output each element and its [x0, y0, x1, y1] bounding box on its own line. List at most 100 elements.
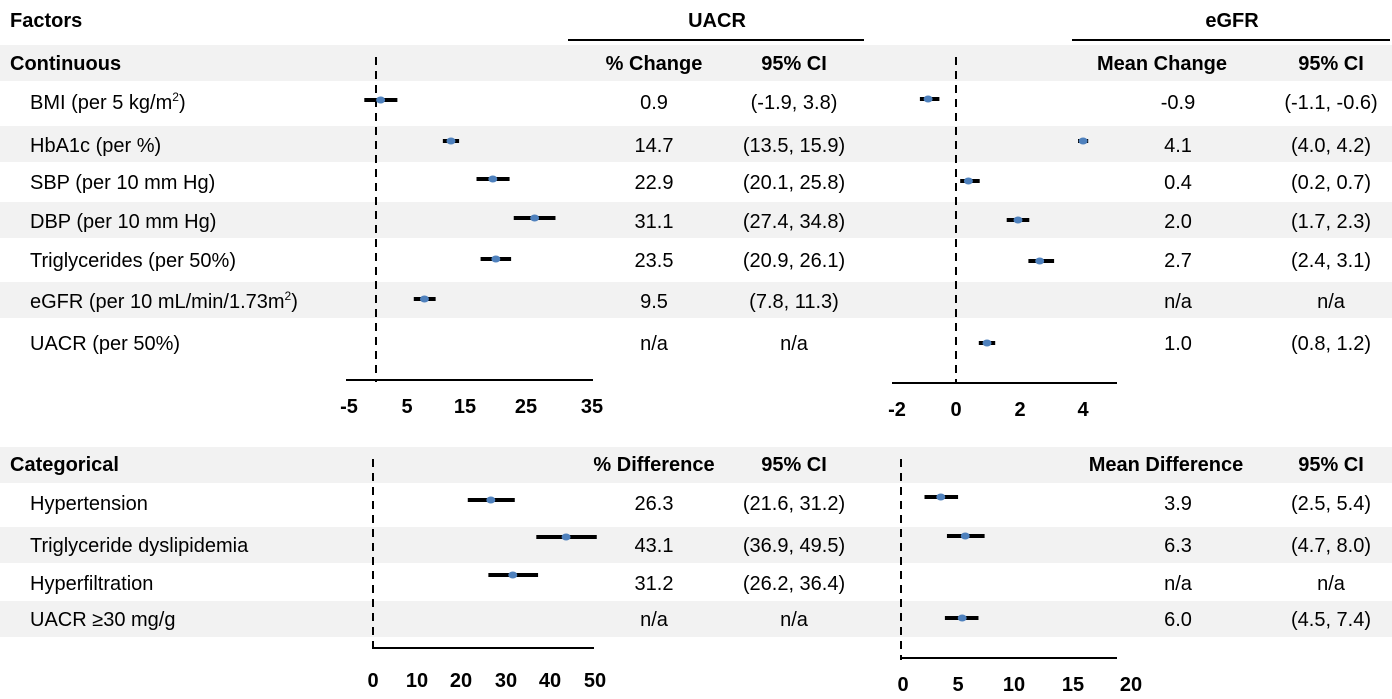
point-estimate	[923, 95, 933, 103]
egfr-estimate: 0.4	[1164, 172, 1192, 194]
point-estimate	[491, 255, 501, 263]
egfr-header: eGFR	[1205, 10, 1259, 32]
point-estimate	[1035, 257, 1045, 265]
factor-label: BMI (per 5 kg/m2)	[30, 90, 186, 114]
uacr-ci: n/a	[780, 333, 808, 355]
egfr-estimate: -0.9	[1160, 92, 1196, 114]
egfr-estimate: n/a	[1164, 573, 1192, 595]
egfr-ci: n/a	[1317, 291, 1345, 313]
point-estimate	[1013, 216, 1023, 224]
factor-label: UACR (per 50%)	[30, 333, 181, 355]
uacr-estimate: 23.5	[634, 250, 674, 272]
tick-label: 15	[1062, 674, 1084, 696]
egfr-ci: n/a	[1317, 573, 1345, 595]
uacr-estimate-col-header: % Change	[605, 53, 703, 75]
factor-label: HbA1c (per %)	[30, 135, 162, 157]
factor-label: eGFR (per 10 mL/min/1.73m2)	[30, 289, 298, 313]
egfr-estimate-col-header: Mean Change	[1096, 53, 1228, 75]
point-estimate	[1078, 137, 1088, 145]
point-estimate	[561, 533, 571, 541]
point-estimate	[488, 175, 498, 183]
egfr-difference-col-header: Mean Difference	[1088, 454, 1244, 476]
uacr-difference-col-header: % Difference	[593, 454, 715, 476]
tick-label: 5	[401, 396, 412, 418]
uacr-ci-col-header: 95% CI	[761, 454, 827, 476]
tick-label: 10	[1003, 674, 1025, 696]
uacr-ci: (36.9, 49.5)	[742, 535, 846, 557]
egfr-ci: (4.0, 4.2)	[1290, 135, 1372, 157]
point-estimate	[960, 532, 970, 540]
egfr-estimate: 2.0	[1164, 211, 1192, 233]
tick-label: 35	[581, 396, 603, 418]
point-estimate	[419, 295, 429, 303]
row-band	[0, 601, 1392, 637]
uacr-estimate: 31.1	[634, 211, 674, 233]
tick-label: -5	[340, 396, 358, 418]
continuous-section-label: Continuous	[10, 53, 122, 75]
point-estimate	[530, 214, 540, 222]
tick-label: 40	[539, 670, 561, 692]
point-estimate	[936, 493, 946, 501]
factor-label: Triglyceride dyslipidemia	[30, 535, 249, 557]
tick-label: 2	[1014, 399, 1025, 421]
egfr-ci: (0.8, 1.2)	[1290, 333, 1372, 355]
egfr-ci: (4.5, 7.4)	[1290, 609, 1372, 631]
tick-label: 5	[952, 674, 963, 696]
uacr-estimate: 0.9	[640, 92, 668, 114]
uacr-ci: (7.8, 11.3)	[749, 291, 839, 313]
row-band	[0, 282, 1392, 318]
factor-label: Hyperfiltration	[30, 573, 154, 595]
row-band	[0, 527, 1392, 563]
uacr-ci-col-header: 95% CI	[761, 53, 827, 75]
factor-label: UACR ≥30 mg/g	[30, 609, 176, 631]
row-band	[0, 447, 1392, 483]
tick-label: -2	[888, 399, 906, 421]
egfr-ci: (4.7, 8.0)	[1290, 535, 1372, 557]
point-estimate	[486, 496, 496, 504]
uacr-estimate: 14.7	[634, 135, 674, 157]
egfr-ci: (2.5, 5.4)	[1290, 493, 1372, 515]
point-estimate	[376, 96, 386, 104]
uacr-ci: (-1.9, 3.8)	[750, 92, 838, 114]
uacr-estimate: 31.2	[634, 573, 674, 595]
egfr-ci-col-header: 95% CI	[1298, 454, 1364, 476]
uacr-ci: (20.1, 25.8)	[742, 172, 846, 194]
egfr-ci: (0.2, 0.7)	[1290, 172, 1372, 194]
row-band	[0, 126, 1392, 162]
uacr-ci: (27.4, 34.8)	[742, 211, 846, 233]
factor-label: Triglycerides (per 50%)	[30, 250, 236, 272]
egfr-estimate: 2.7	[1164, 250, 1192, 272]
point-estimate	[508, 571, 518, 579]
tick-label: 0	[950, 399, 961, 421]
egfr-ci-col-header: 95% CI	[1298, 53, 1364, 75]
uacr-header-rule	[568, 39, 864, 41]
uacr-ci: (26.2, 36.4)	[742, 573, 846, 595]
uacr-ci: (21.6, 31.2)	[742, 493, 846, 515]
egfr-ci: (1.7, 2.3)	[1290, 211, 1372, 233]
categorical-section-label: Categorical	[10, 454, 119, 476]
uacr-estimate: 26.3	[634, 493, 674, 515]
uacr-header: UACR	[688, 10, 746, 32]
tick-label: 15	[454, 396, 476, 418]
point-estimate	[957, 614, 967, 622]
factor-label: DBP (per 10 mm Hg)	[30, 211, 217, 233]
tick-label: 30	[495, 670, 517, 692]
egfr-estimate: 3.9	[1164, 493, 1192, 515]
uacr-estimate: 43.1	[634, 535, 674, 557]
factor-label: SBP (per 10 mm Hg)	[30, 172, 216, 194]
tick-label: 4	[1077, 399, 1089, 421]
uacr-ci: n/a	[780, 609, 808, 631]
point-estimate	[446, 137, 456, 145]
tick-label: 20	[450, 670, 472, 692]
row-band	[0, 45, 1392, 81]
tick-label: 10	[406, 670, 428, 692]
uacr-estimate: n/a	[640, 609, 668, 631]
row-band	[0, 202, 1392, 238]
tick-label: 0	[367, 670, 378, 692]
point-estimate	[982, 339, 992, 347]
egfr-ci: (2.4, 3.1)	[1290, 250, 1372, 272]
egfr-header-rule	[1072, 39, 1390, 41]
factor-label: Hypertension	[30, 493, 148, 515]
uacr-estimate: 9.5	[640, 291, 668, 313]
